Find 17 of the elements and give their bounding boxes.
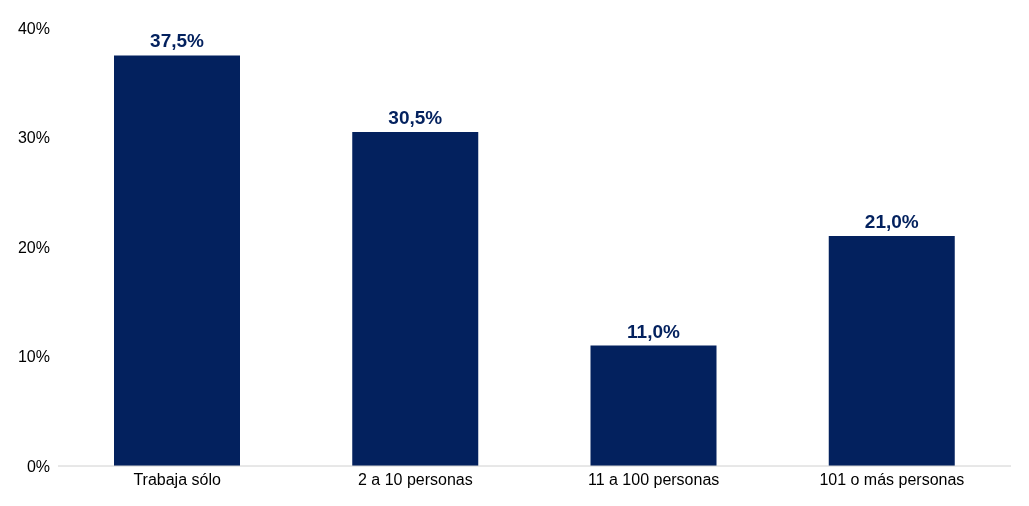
y-tick-label: 40%: [17, 19, 50, 37]
x-tick-label: 11 a 100 personas: [587, 471, 720, 489]
x-tick-label: Trabaja sólo: [133, 471, 221, 489]
data-label: 11,0%: [627, 320, 681, 342]
x-tick-label: 101 o más personas: [819, 471, 965, 489]
x-tick-label: 2 a 10 personas: [358, 471, 473, 489]
y-tick-label: 20%: [17, 238, 50, 256]
bar: [114, 55, 240, 466]
data-label: 30,5%: [388, 107, 443, 129]
y-tick-label: 0%: [26, 457, 50, 475]
bar: [352, 132, 479, 466]
y-tick-label: 10%: [17, 348, 50, 366]
y-tick-label: 30%: [17, 129, 50, 147]
data-label: 37,5%: [150, 30, 205, 52]
bar: [590, 345, 717, 466]
bar: [828, 236, 955, 466]
data-label: 21,0%: [864, 211, 919, 233]
